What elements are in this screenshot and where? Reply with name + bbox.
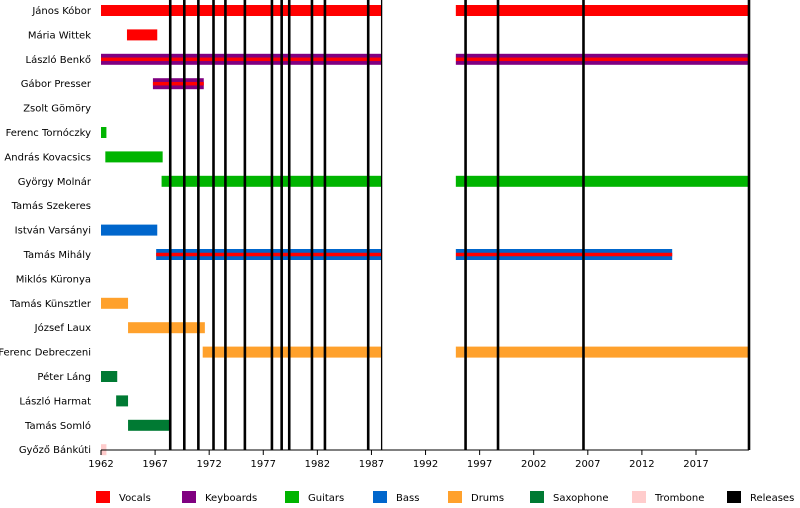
bar-maria-wittek-vocals: [126, 29, 158, 41]
legend-swatch-trombone: [632, 491, 646, 503]
member-label-tamas-szekeres: Tamás Szekeres: [11, 200, 91, 212]
member-label-tamas-mihaly: Tamás Mihály: [23, 249, 91, 261]
legend-label-vocals: Vocals: [119, 493, 151, 504]
legend-swatch-releases: [727, 491, 741, 503]
member-label-janos-kobor: János Kóbor: [31, 5, 92, 17]
member-label-maria-wittek: Mária Wittek: [28, 29, 91, 41]
member-label-laszlo-benko: László Benkő: [26, 54, 92, 66]
legend-label-keyboards: Keyboards: [205, 493, 257, 504]
bar-peter-lang-saxophone: [101, 371, 118, 382]
bar-gabor-presser-vocals-overlay: [152, 81, 204, 86]
bar-andras-kovacsics-guitars: [105, 151, 163, 163]
legend-swatch-vocals: [96, 491, 110, 503]
member-label-zsolt-gomory: Zsolt Gömöry: [23, 104, 91, 115]
legend-label-drums: Drums: [471, 493, 504, 504]
member-label-tamas-somlo: Tamás Somló: [24, 420, 91, 432]
bar-tamas-somlo-saxophone: [128, 419, 171, 431]
member-rows: János Kóbor Mária Wittek László Benkő Gábor…: [0, 5, 92, 456]
bar-jozsef-laux-drums: [128, 322, 205, 334]
member-label-andras-kovacsics: András Kovacsics: [4, 151, 91, 163]
legend: Vocals Keyboards Guitars Bass Drums Saxophone…: [96, 491, 794, 504]
x-tick-label: 1987: [359, 459, 384, 470]
legend-swatch-drums: [448, 491, 462, 503]
legend-swatch-guitars: [285, 491, 299, 503]
member-label-laszlo-harmat: László Harmat: [19, 395, 91, 407]
member-label-gyozo-bankuti: Győző Bánkúti: [19, 444, 91, 456]
legend-label-trombone: Trombone: [654, 493, 704, 504]
legend-swatch-saxophone: [530, 491, 544, 503]
x-axis: 1962 1967 1972 1977 1982 1987 1992 1997 2002 2007…: [88, 449, 749, 470]
x-tick-label: 1977: [251, 459, 276, 470]
timeline-gap: [382, 0, 456, 450]
member-label-miklos-kuronya: Miklós Küronya: [16, 273, 91, 285]
x-tick-label: 1967: [142, 459, 167, 470]
x-tick-label: 1982: [305, 459, 330, 470]
bar-ferenc-debreczeni-drums: [202, 346, 750, 358]
member-label-istvan-varsanyi: István Varsányi: [15, 225, 91, 237]
release-lines: [168, 0, 751, 450]
bar-ferenc-tornoczky-guitars: [101, 127, 107, 138]
x-tick-label: 2007: [575, 459, 600, 470]
x-tick-label: 2017: [683, 459, 708, 470]
bar-laszlo-harmat-saxophone: [116, 395, 129, 407]
member-label-peter-lang: Péter Láng: [37, 371, 91, 383]
x-tick-label: 2002: [521, 459, 546, 470]
legend-label-bass: Bass: [396, 493, 419, 504]
member-label-ferenc-tornoczky: Ferenc Tornóczky: [6, 127, 92, 139]
x-tick-label: 2012: [629, 459, 654, 470]
member-label-tamas-kunsztler: Tamás Künsztler: [9, 298, 92, 310]
x-tick-label: 1962: [88, 459, 113, 470]
x-tick-label: 1992: [413, 459, 438, 470]
x-tick-label: 1997: [467, 459, 492, 470]
legend-swatch-keyboards: [182, 491, 196, 503]
member-label-gabor-presser: Gábor Presser: [21, 78, 92, 90]
member-label-gyorgy-molnar: György Molnár: [18, 176, 92, 188]
member-label-jozsef-laux: József Laux: [34, 322, 91, 334]
legend-label-releases: Releases: [750, 493, 794, 504]
bar-istvan-varsanyi-bass: [101, 224, 158, 236]
x-tick-label: 1972: [196, 459, 221, 470]
legend-label-saxophone: Saxophone: [553, 493, 609, 504]
legend-swatch-bass: [373, 491, 387, 503]
legend-label-guitars: Guitars: [308, 493, 344, 504]
bar-tamas-kunsztler-drums: [101, 297, 129, 309]
member-label-ferenc-debreczeni: Ferenc Debreczeni: [0, 348, 91, 359]
